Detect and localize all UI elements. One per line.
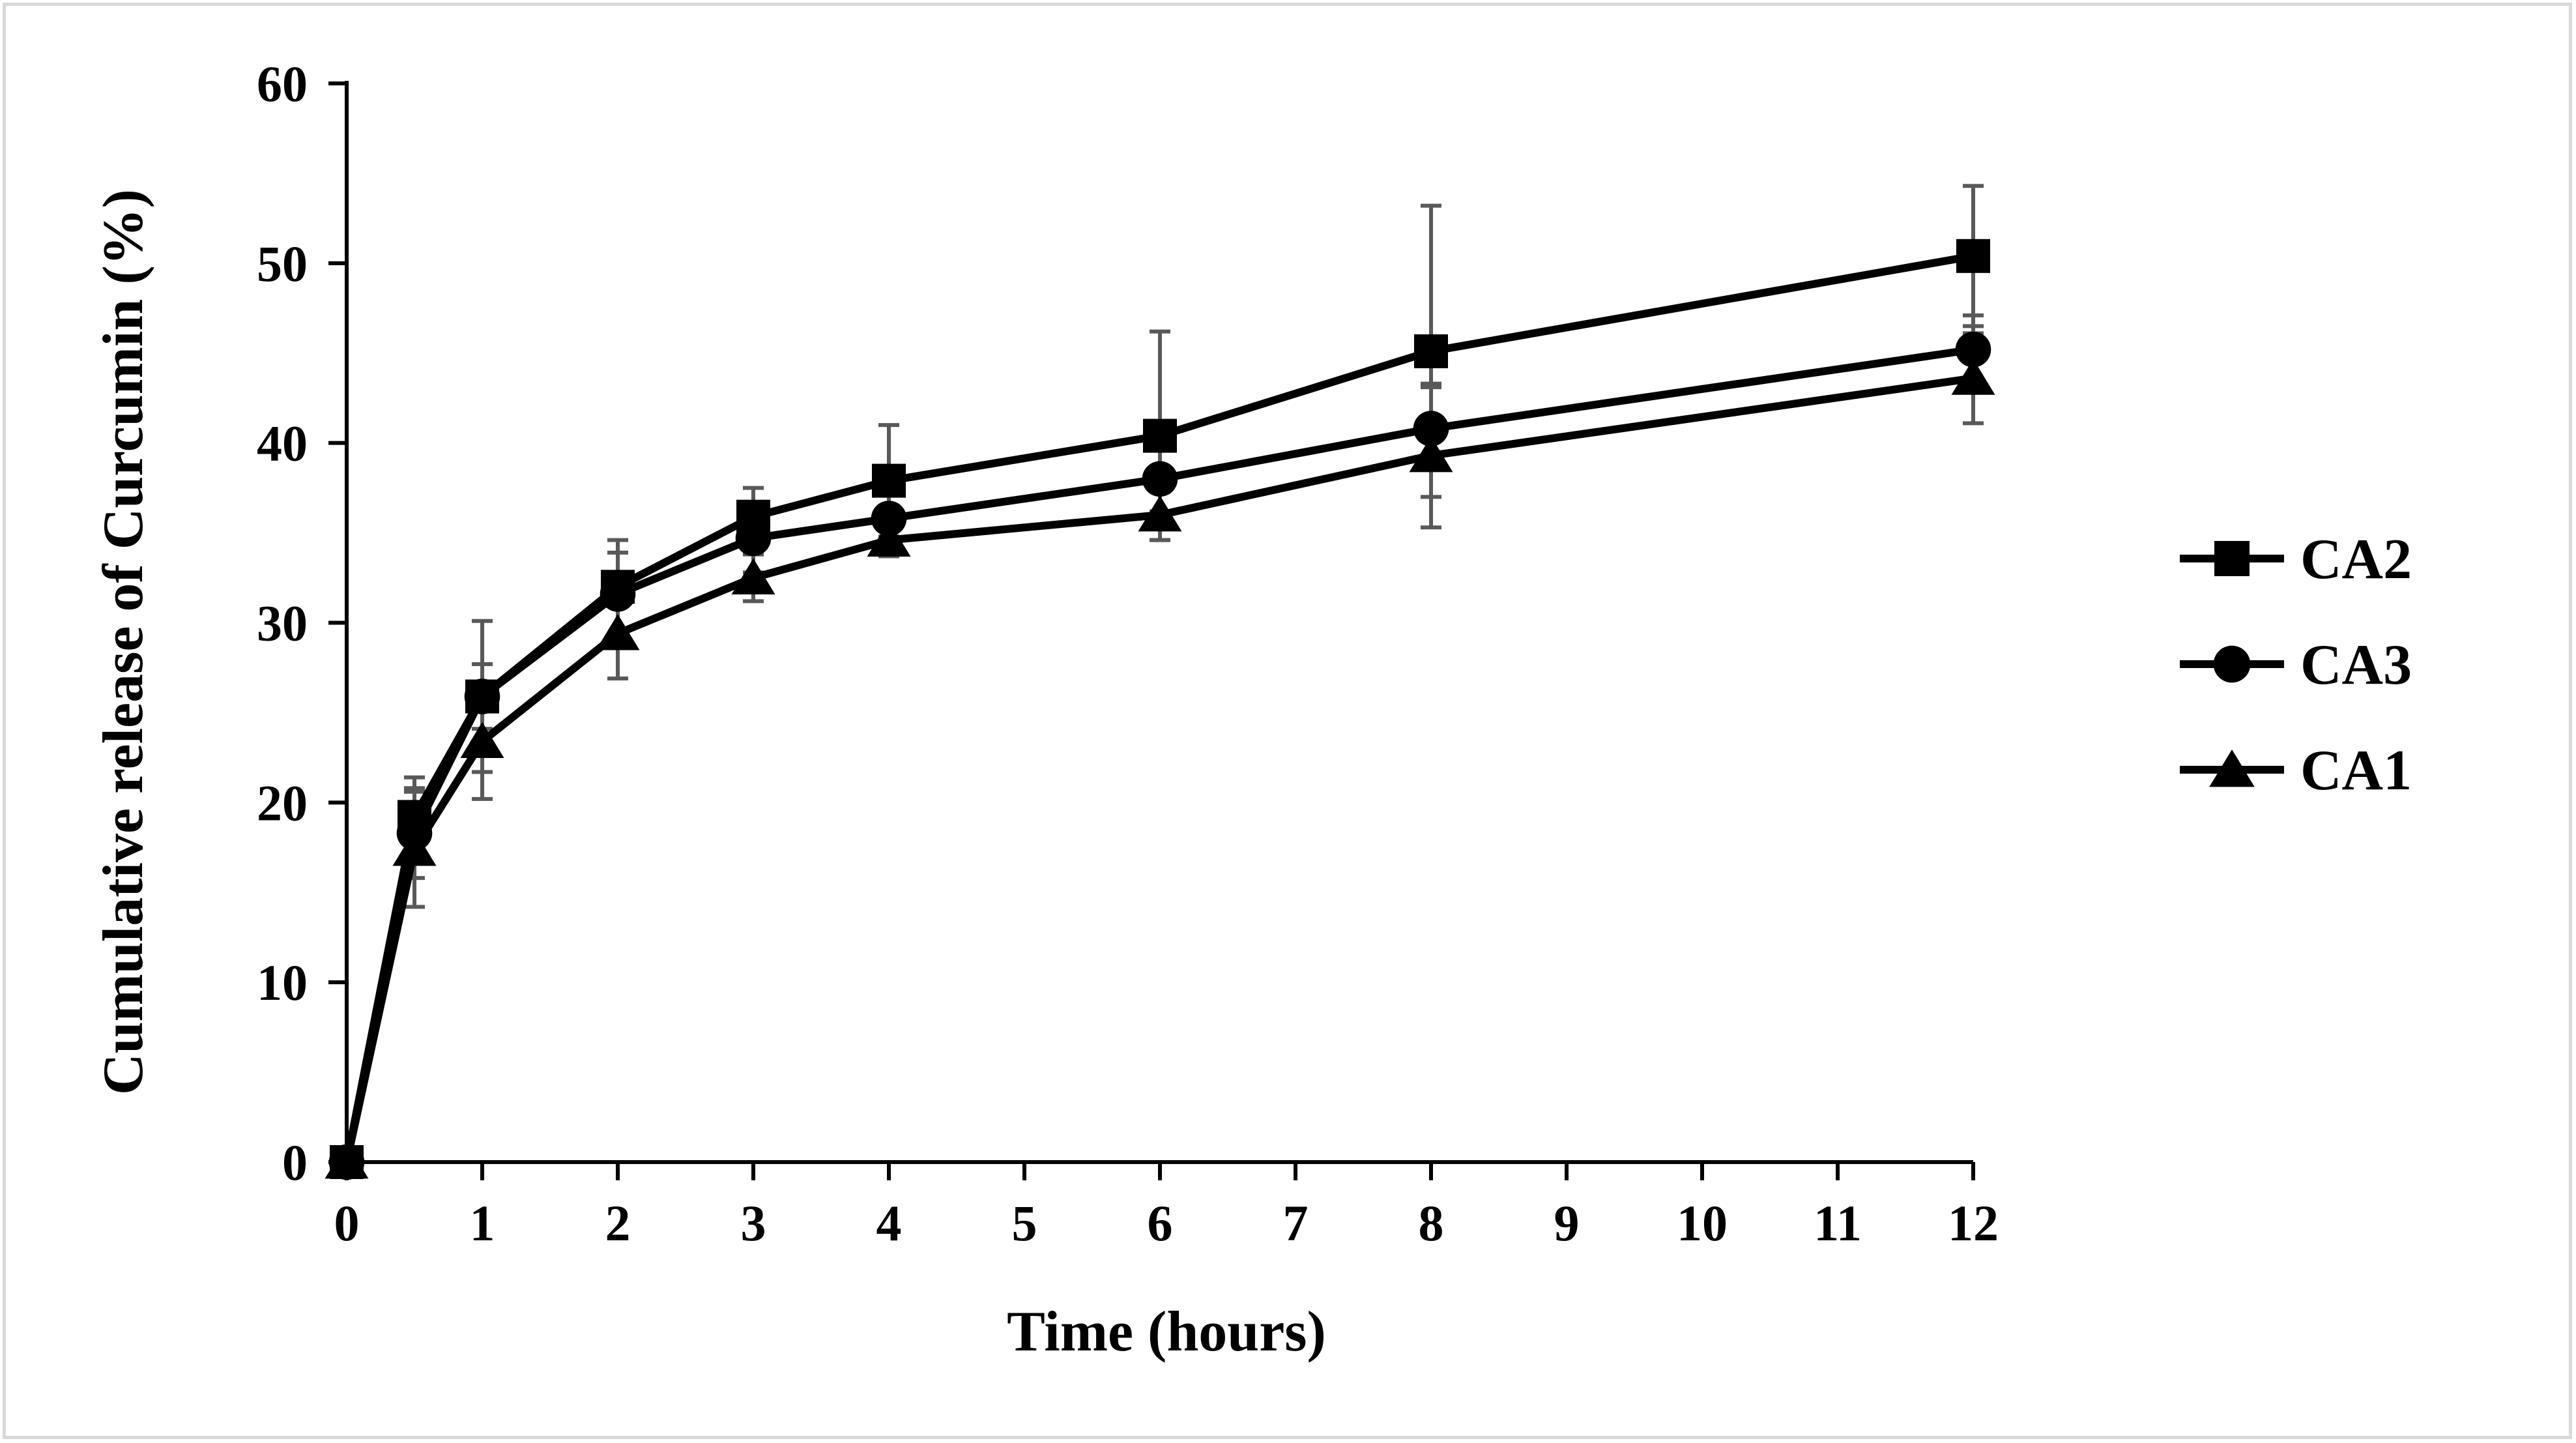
data-point-ca1-5: [867, 520, 911, 557]
legend-marker-triangle: [2209, 749, 2255, 787]
data-point-ca3-2: [464, 678, 500, 714]
legend-item-ca2: CA2: [2180, 528, 2412, 591]
y-tick-label: 40: [257, 415, 308, 472]
x-tick-label: 5: [1012, 1195, 1037, 1251]
data-point-ca1-6: [1138, 495, 1182, 532]
data-point-ca2-5: [872, 463, 906, 498]
axes: [328, 81, 1975, 1180]
x-tick-label: 12: [1948, 1195, 1999, 1251]
y-tick-label: 60: [257, 55, 308, 112]
legend-marker-square: [2214, 541, 2250, 576]
legend-item-ca3: CA3: [2180, 634, 2412, 697]
y-tick-label: 30: [257, 595, 308, 652]
legend: CA2 CA3 CA1: [2180, 528, 2412, 802]
y-tick-label: 20: [257, 774, 308, 831]
x-tick-label: 3: [741, 1195, 766, 1251]
data-point-ca3-3: [600, 576, 636, 612]
data-point-ca3-8: [1955, 331, 1991, 368]
x-tick-label: 1: [470, 1195, 495, 1251]
x-tick-label: 10: [1677, 1195, 1728, 1251]
data-point-ca1-2: [460, 722, 504, 758]
x-tick-label: 4: [876, 1195, 902, 1251]
y-axis-title: Cumulative release of Curcumin (%): [92, 189, 155, 1095]
data-point-ca1-7: [1409, 436, 1453, 473]
x-tick-label: 2: [605, 1195, 631, 1251]
x-axis-title: Time (hours): [1007, 1300, 1326, 1363]
data-point-ca2-6: [1143, 418, 1177, 453]
data-point-ca3-5: [871, 501, 907, 536]
legend-label: CA1: [2300, 739, 2412, 802]
data-point-ca1-1: [392, 830, 437, 866]
data-point-ca2-7: [1414, 334, 1448, 368]
data-point-ca1-4: [731, 558, 775, 594]
x-tick-label: 6: [1148, 1195, 1173, 1251]
data-point-ca2-8: [1956, 239, 1990, 273]
data-point-ca3-6: [1142, 461, 1178, 497]
data-point-ca1-3: [596, 614, 640, 650]
y-tick-label: 0: [282, 1134, 308, 1191]
y-tick-label: 50: [257, 235, 308, 292]
legend-item-ca1: CA1: [2180, 739, 2412, 802]
x-tick-label: 9: [1554, 1195, 1580, 1251]
series-markers: [325, 239, 1995, 1180]
data-point-ca1-8: [1951, 358, 1995, 395]
legend-label: CA2: [2300, 528, 2412, 591]
data-point-ca3-7: [1413, 411, 1449, 446]
x-tick-label: 11: [1814, 1195, 1862, 1251]
legend-label: CA3: [2300, 634, 2412, 697]
x-tick-label: 8: [1419, 1195, 1444, 1251]
chart-frame: [3, 3, 2572, 1439]
x-tick-label: 7: [1283, 1195, 1309, 1251]
x-tick-label: 0: [334, 1195, 360, 1251]
data-point-ca3-4: [735, 520, 772, 557]
y-tick-label: 10: [257, 954, 308, 1011]
legend-marker-circle: [2213, 645, 2251, 683]
